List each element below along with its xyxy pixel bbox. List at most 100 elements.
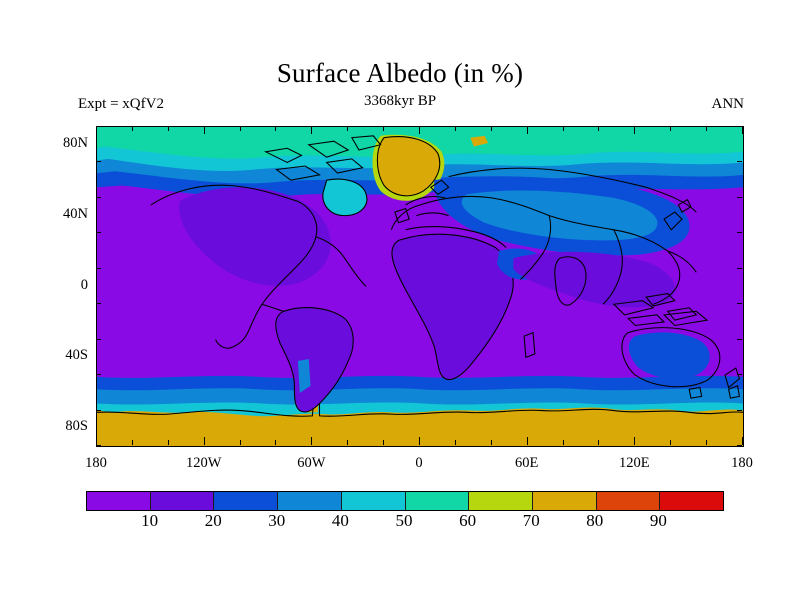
japan-islands [663, 198, 692, 231]
x-tick-major [634, 437, 635, 445]
antarctica-coastline [97, 395, 743, 417]
antarctica-ice-sheet [97, 407, 743, 446]
y-tick-minor-right [737, 161, 742, 162]
y-tick-minor-right [737, 126, 742, 127]
colorbar-swatch-70-80 [531, 492, 596, 510]
colorbar-tick-label: 10 [141, 511, 159, 530]
x-tick-minor-top [168, 126, 169, 131]
y-tick-minor [96, 161, 101, 162]
x-tick-major-top [634, 126, 635, 134]
experiment-label: Expt = xQfV2 [78, 96, 164, 112]
y-axis-label: 0 [80, 276, 88, 293]
australia-albedo-20-30 [628, 332, 710, 379]
africa-coastline [391, 233, 514, 381]
y-tick-minor [96, 197, 101, 198]
x-axis-label: 120E [619, 455, 650, 471]
x-axis-label: 180 [85, 455, 107, 471]
x-tick-major [204, 437, 205, 445]
colorbar-swatch-40-50 [340, 492, 405, 510]
x-tick-minor [168, 440, 169, 445]
x-tick-minor-top [491, 126, 492, 131]
x-tick-major [96, 437, 97, 445]
x-tick-major [527, 437, 528, 445]
y-tick-minor [96, 232, 101, 233]
india-peninsula [554, 256, 587, 306]
x-tick-minor [455, 440, 456, 445]
x-tick-minor [132, 440, 133, 445]
tasmania [688, 386, 703, 399]
x-tick-minor-top [598, 126, 599, 131]
greenland-ice-sheet [377, 136, 440, 196]
x-tick-minor [563, 440, 564, 445]
season-label: ANN [711, 96, 745, 112]
x-tick-major [742, 437, 743, 445]
greenland-coastline [376, 136, 441, 197]
southeast-asia-islands [612, 293, 698, 327]
y-tick-minor-right [737, 445, 742, 446]
south-america-coastline [275, 307, 354, 413]
x-axis-label: 120W [185, 455, 222, 471]
y-axis-label: 40S [65, 347, 88, 364]
colorbar-tick-label: 90 [649, 511, 667, 530]
colorbar-swatch-80-90 [595, 492, 660, 510]
x-tick-major-top [419, 126, 420, 134]
x-tick-minor-top [240, 126, 241, 131]
x-tick-minor-top [455, 126, 456, 131]
x-tick-minor [598, 440, 599, 445]
patagonia-albedo-20-30 [297, 359, 311, 393]
x-tick-major [311, 437, 312, 445]
y-tick-minor [96, 268, 101, 269]
australia-coastline [621, 327, 721, 388]
colorbar-swatch-0-10 [87, 492, 150, 510]
x-tick-minor-top [132, 126, 133, 131]
map-plot-area [96, 126, 744, 447]
colorbar-tick-label: 80 [586, 511, 604, 530]
x-tick-major-top [742, 126, 743, 134]
hudson-bay-outline [322, 178, 368, 217]
new-zealand [724, 367, 741, 399]
x-tick-minor-top [383, 126, 384, 131]
x-tick-minor [670, 440, 671, 445]
colorbar-tick-label: 70 [522, 511, 540, 530]
y-tick-minor [96, 374, 101, 375]
x-tick-minor-top [670, 126, 671, 131]
x-tick-minor [240, 440, 241, 445]
colorbar-swatch-50-60 [404, 492, 469, 510]
hudson-bay [322, 179, 367, 216]
y-tick-minor-right [737, 374, 742, 375]
albedo-map [97, 127, 743, 446]
y-tick-minor [96, 445, 101, 446]
siberian-arctic-coast [448, 167, 697, 213]
x-tick-minor [347, 440, 348, 445]
north-america-albedo-10-20 [179, 187, 331, 286]
x-axis-label: 60E [514, 455, 539, 471]
y-tick-minor [96, 303, 101, 304]
colorbar-tick-label: 40 [331, 511, 349, 530]
x-tick-minor-top [563, 126, 564, 131]
colorbar-swatch-20-30 [213, 492, 278, 510]
colorbar-swatch-60-70 [468, 492, 532, 510]
y-tick-minor-right [737, 232, 742, 233]
colorbar-tick-label: 60 [459, 511, 477, 530]
x-tick-major [419, 437, 420, 445]
x-tick-minor [706, 440, 707, 445]
europe-coastline [394, 179, 450, 224]
colorbar-swatch-30-40 [277, 492, 341, 510]
y-tick-minor-right [737, 339, 742, 340]
x-axis-label: 180 [731, 455, 753, 471]
x-tick-minor [491, 440, 492, 445]
colorbar-swatch-10-20 [149, 492, 214, 510]
svalbard-ice [470, 135, 489, 147]
x-tick-major-top [311, 126, 312, 134]
eurasia-albedo-10-20-south [513, 251, 675, 308]
y-axis-label: 80N [63, 134, 88, 151]
madagascar [523, 331, 536, 359]
x-tick-minor-top [275, 126, 276, 131]
eurasia-coastline [390, 196, 697, 305]
africa-albedo-10-20 [391, 234, 514, 380]
y-tick-minor-right [737, 303, 742, 304]
chart-subtitle: 3368kyr BP [363, 93, 437, 109]
colorbar-tick-label: 30 [268, 511, 286, 530]
colorbar-tick-label: 20 [204, 511, 222, 530]
